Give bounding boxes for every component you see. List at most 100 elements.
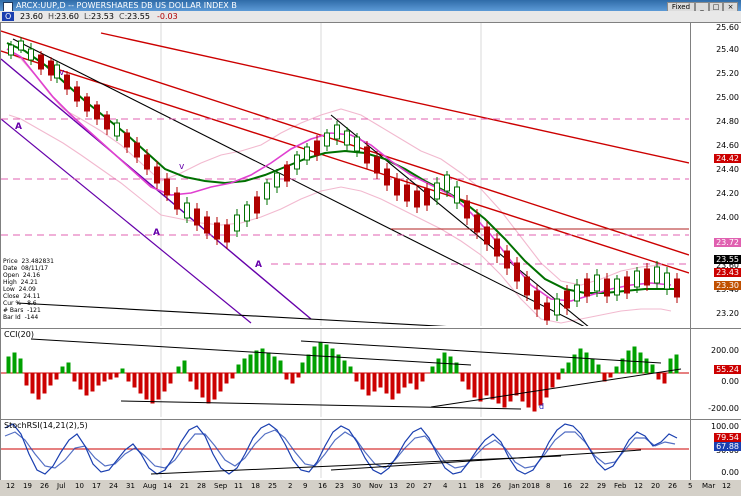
stat-barid-label: Bar Id [3,314,21,321]
xtick-13: 11 [234,482,243,490]
stat-close-label: Close [3,293,20,300]
open-value: 23.60 [20,12,43,21]
ytick-10: 23.60 [716,261,739,270]
ytick-0: 25.60 [716,23,739,32]
xtick-5: 17 [92,482,101,490]
ytick-6: 24.40 [716,165,739,174]
stat-price-label: Price [3,258,18,265]
xtick-14: 18 [251,482,260,490]
xtick-15: 25 [268,482,277,490]
stochrsi-axis-panel: 100.00 50.00 0.00 79.54 67.88 [690,419,741,481]
stat-high-label: High [3,279,17,286]
xtick-39: Mar [702,482,716,490]
svg-text:v: v [59,68,65,78]
high-label: H: [48,12,57,21]
stoch-ytick-2: 0.00 [721,468,739,477]
xtick-8: Aug [143,482,157,490]
stat-cur-label: Cur % [3,300,22,307]
xtick-3: Jul [57,482,66,490]
ytick-12: 23.20 [716,309,739,318]
xtick-34: Feb [614,482,627,490]
stochrsi-indicator-panel[interactable]: StochRSI(14,21(2),5) [0,419,692,481]
stochrsi-canvas[interactable] [1,420,689,478]
xtick-29: Jan 2018 [509,482,540,490]
stoch-d-tag: 67.88 [714,442,741,451]
cci-axis-panel: 200.00 0.00 -200.00 55.24 [690,328,741,420]
xtick-17: 9 [303,482,308,490]
svg-text:A: A [153,228,160,238]
xtick-27: 18 [475,482,484,490]
stochrsi-title: StochRSI(14,21(2),5) [4,421,88,430]
cci-ytick-0: 200.00 [711,346,739,355]
cci-indicator-panel[interactable]: d CCI(20) [0,328,692,420]
xtick-16: 2 [288,482,293,490]
xtick-7: 31 [126,482,135,490]
stat-cur-value: -8.6 [24,300,37,307]
ytick-8: 24.00 [716,213,739,222]
cci-ytick-2: -200.00 [708,404,739,413]
price-tag-23-72: 23.72 [714,238,741,247]
window-title-bar: ARCX:UUP,D -- POWERSHARES DB US DOLLAR I… [0,0,741,13]
ytick-7: 24.20 [716,189,739,198]
ytick-1: 25.40 [716,45,739,54]
stat-open-value: 24.16 [22,272,41,279]
cci-title: CCI(20) [4,330,34,339]
high-value: 23.60 [56,12,79,21]
ytick-3: 25.00 [716,93,739,102]
xtick-30: 8 [546,482,551,490]
xtick-6: 24 [109,482,118,490]
stat-high-value: 24.21 [20,279,38,286]
xtick-25: 4 [443,482,448,490]
xtick-38: 5 [688,482,693,490]
xtick-9: 14 [163,482,172,490]
price-tag-24-42: 24.42 [714,154,741,163]
price-chart-canvas[interactable]: v A v A A [1,23,689,326]
xtick-19: 23 [335,482,344,490]
ytick-2: 25.20 [716,69,739,78]
xtick-21: Nov [369,482,383,490]
window-title: ARCX:UUP,D -- POWERSHARES DB US DOLLAR I… [16,1,237,10]
price-chart-panel[interactable]: v A v A A [0,22,692,329]
symbol-badge: O [2,12,15,21]
stat-bars-value: -121 [27,307,41,314]
xtick-26: 11 [458,482,467,490]
xtick-35: 12 [634,482,643,490]
price-axis-panel: 25.60 25.40 25.20 25.00 24.80 24.60 24.4… [690,22,741,329]
xtick-37: 26 [668,482,677,490]
svg-text:A: A [15,122,22,132]
stat-date-value: 08/11/17 [21,265,49,272]
cursor-stats-box: Price 23.482831 Date 08/11/17 Open 24.16… [3,258,54,321]
low-value: 23.53 [91,12,114,21]
xtick-2: 26 [40,482,49,490]
xtick-33: 29 [597,482,606,490]
cci-value-tag: 55.24 [714,365,741,374]
cci-canvas[interactable]: d [1,329,689,417]
stat-low-label: Low [3,286,15,293]
ytick-4: 24.80 [716,117,739,126]
xtick-24: 27 [423,482,432,490]
xtick-28: 26 [492,482,501,490]
xtick-20: 30 [352,482,361,490]
xtick-23: 20 [406,482,415,490]
stat-close-value: 24.11 [23,293,41,300]
close-label: C: [119,12,128,21]
stat-price-value: 23.482831 [21,258,54,265]
svg-text:A: A [255,260,262,270]
xtick-11: 28 [197,482,206,490]
stat-bars-label: # Bars [3,307,24,314]
xtick-32: 22 [580,482,589,490]
stoch-k-tag: 79.54 [714,433,741,442]
price-tag-23-43: 23.43 [714,268,741,277]
xtick-1: 19 [23,482,32,490]
price-tag-23-55: 23.55 [714,255,741,264]
low-label: L: [84,12,92,21]
x-axis: 12 19 26 Jul 10 17 24 31 Aug 14 21 28 Se… [0,480,741,496]
price-tag-23-30: 23.30 [714,281,741,290]
stat-low-value: 24.09 [18,286,36,293]
change-value: -0.03 [157,12,178,21]
xtick-12: Sep [214,482,228,490]
xtick-18: 16 [318,482,327,490]
xtick-40: 12 [722,482,731,490]
close-value: 23.55 [127,12,150,21]
